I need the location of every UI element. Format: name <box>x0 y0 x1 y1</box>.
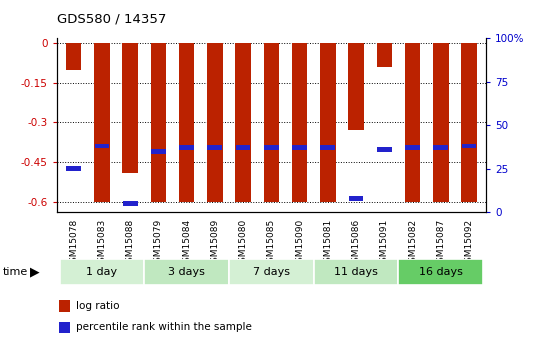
Bar <box>320 145 335 150</box>
Bar <box>151 149 166 154</box>
Bar <box>292 43 307 201</box>
Bar <box>236 145 251 150</box>
Bar <box>264 145 279 150</box>
Bar <box>123 43 138 172</box>
Bar <box>377 147 392 152</box>
Bar <box>59 322 70 333</box>
Bar <box>320 43 335 201</box>
Bar <box>179 43 194 201</box>
Bar <box>462 144 476 148</box>
Bar <box>349 196 363 200</box>
Bar <box>123 201 138 206</box>
Bar <box>179 145 194 150</box>
Bar <box>434 145 448 150</box>
Bar <box>59 259 144 285</box>
Text: 1 day: 1 day <box>86 267 118 277</box>
Bar <box>348 43 364 130</box>
Text: 7 days: 7 days <box>253 267 290 277</box>
Bar <box>235 43 251 201</box>
Bar <box>207 145 222 150</box>
Bar <box>376 43 392 67</box>
Text: ▶: ▶ <box>30 265 39 278</box>
Bar <box>314 259 399 285</box>
Text: 16 days: 16 days <box>419 267 463 277</box>
Bar <box>461 43 477 201</box>
Bar <box>405 43 420 201</box>
Text: time: time <box>3 267 28 276</box>
Bar <box>399 259 483 285</box>
Text: percentile rank within the sample: percentile rank within the sample <box>76 322 252 332</box>
Text: GDS580 / 14357: GDS580 / 14357 <box>57 12 166 25</box>
Bar <box>405 145 420 150</box>
Bar <box>207 43 222 201</box>
Bar <box>66 43 82 70</box>
Bar <box>66 166 81 171</box>
Text: 3 days: 3 days <box>168 267 205 277</box>
Bar <box>292 145 307 150</box>
Bar <box>94 144 109 148</box>
Bar <box>433 43 449 201</box>
Text: log ratio: log ratio <box>76 301 119 311</box>
Bar <box>59 300 70 312</box>
Bar <box>151 43 166 201</box>
Bar <box>229 259 314 285</box>
Bar <box>94 43 110 201</box>
Bar <box>144 259 229 285</box>
Text: 11 days: 11 days <box>334 267 378 277</box>
Bar <box>264 43 279 201</box>
